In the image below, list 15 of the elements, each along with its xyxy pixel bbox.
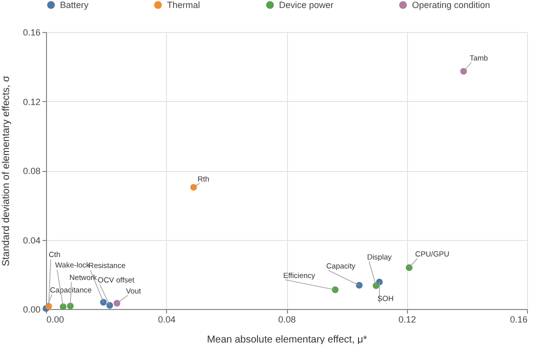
- legend-label: Battery: [60, 0, 90, 10]
- legend-label: Device power: [279, 0, 334, 10]
- y-tick-label: 0.00: [22, 304, 40, 314]
- legend-label: Operating condition: [412, 0, 490, 10]
- x-tick-label: 0.16: [510, 314, 528, 324]
- x-tick-label: 0.12: [398, 314, 416, 324]
- y-tick-label: 0.08: [22, 166, 40, 176]
- y-axis-title: Standard deviation of elementary effects, σ: [0, 74, 12, 266]
- y-tick-label: 0.16: [22, 28, 40, 38]
- legend-label: Thermal: [167, 0, 200, 10]
- x-tick-label: 0.04: [158, 314, 176, 324]
- x-tick-label: 0.00: [46, 314, 64, 324]
- y-tick-label: 0.12: [22, 96, 40, 107]
- x-tick-label: 0.08: [278, 314, 296, 324]
- y-tick-label: 0.04: [22, 235, 40, 246]
